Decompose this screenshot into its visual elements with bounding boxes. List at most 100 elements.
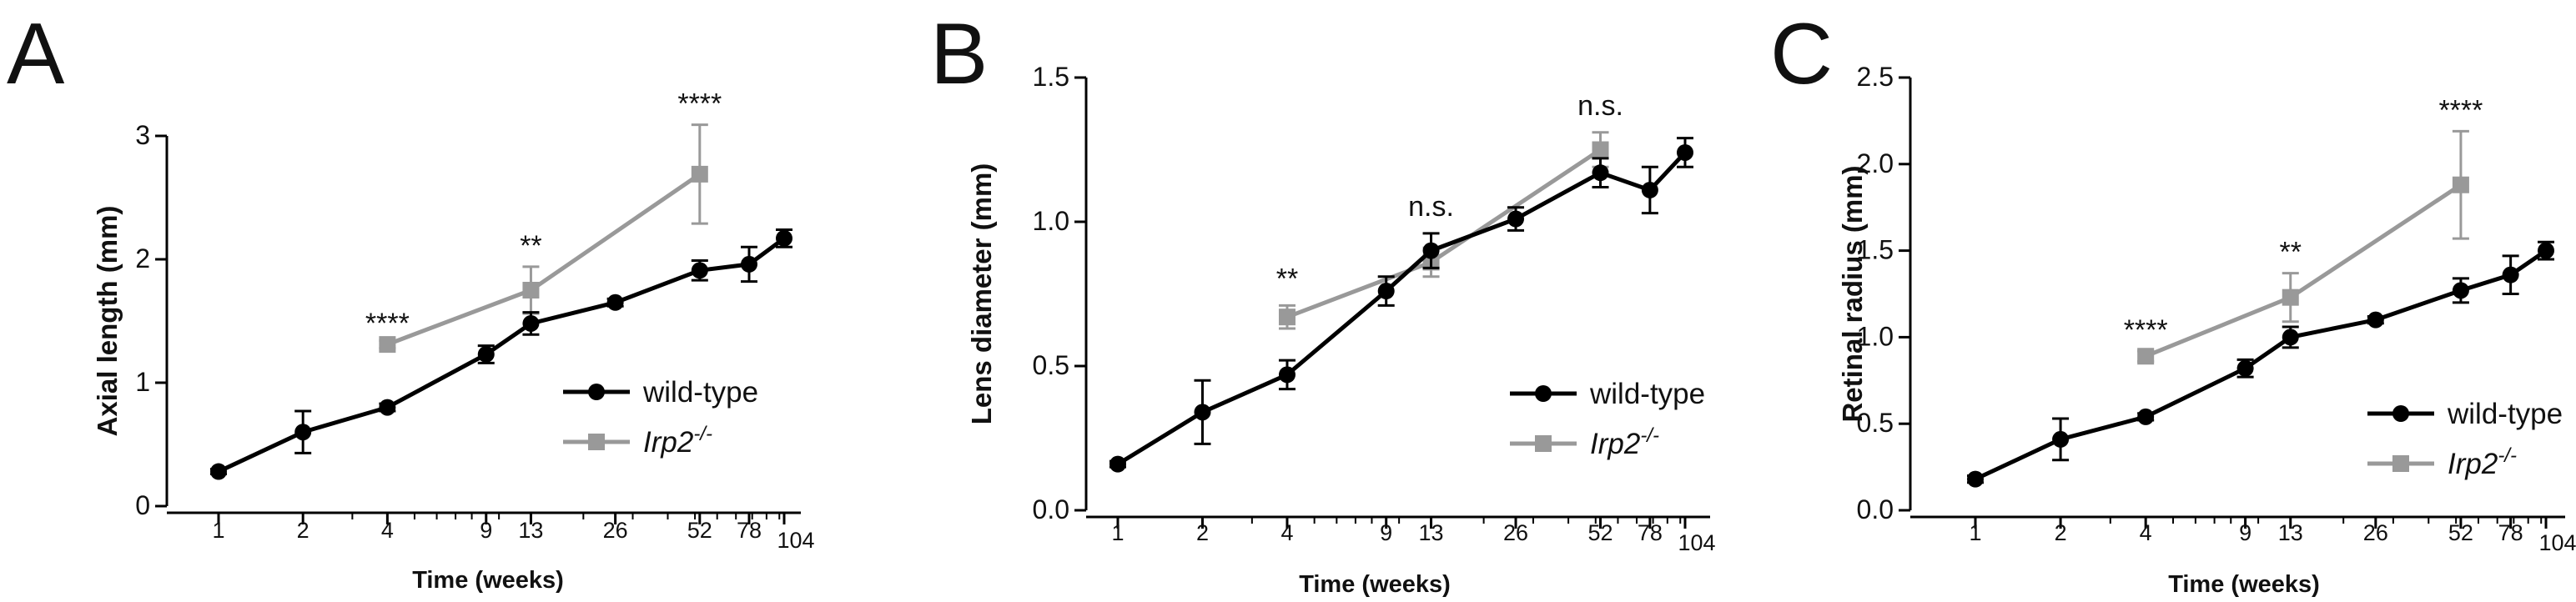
y-axis-title: Retinal radius (mm)	[1837, 165, 1868, 422]
data-point	[1194, 404, 1211, 421]
y-tick-label: 1.0	[1033, 206, 1069, 236]
x-tick-label: 9	[480, 518, 492, 543]
y-tick-label: 0.5	[1033, 350, 1069, 380]
legend-label-irp2: Irp2-/-	[1590, 424, 1659, 460]
y-tick-label: 1.0	[1857, 321, 1894, 351]
data-point	[1278, 366, 1296, 384]
legend-label-irp2-name: Irp2	[2448, 448, 2498, 480]
x-tick-label: 104	[1678, 530, 1715, 555]
data-point	[2452, 282, 2469, 299]
significance-label: ****	[365, 308, 410, 339]
series-wild-type	[210, 228, 792, 480]
x-tick-label: 78	[737, 518, 762, 543]
y-tick-label: 2.0	[1857, 148, 1894, 178]
x-axis-title: Time (weeks)	[412, 567, 564, 594]
x-tick-label: 13	[2278, 520, 2303, 545]
significance-label: n.s.	[1408, 191, 1454, 223]
x-tick-label: 1	[1111, 520, 1124, 545]
x-tick-label: 26	[603, 518, 628, 543]
x-tick-label: 52	[687, 518, 712, 543]
data-point	[477, 345, 495, 363]
data-point	[1278, 309, 1296, 326]
legend-label-wild-type: wild-type	[2447, 398, 2563, 430]
series-wild-type	[1967, 240, 2554, 488]
y-tick-label: 2.5	[1857, 62, 1894, 92]
y-tick-label: 2	[135, 243, 150, 273]
series-irp2	[2137, 129, 2469, 365]
data-point	[1967, 470, 1984, 488]
significance-label: ****	[677, 88, 722, 120]
x-tick-label: 26	[2363, 520, 2388, 545]
x-tick-label: 13	[1419, 520, 1444, 545]
panel-letter: A	[7, 6, 65, 103]
significance-label: ****	[2438, 94, 2483, 126]
data-point	[1377, 283, 1395, 300]
x-tick-label: 2	[297, 518, 309, 543]
legend-marker-irp2	[2392, 455, 2409, 472]
data-point	[1422, 242, 1440, 259]
y-axis-title: Axial length (mm)	[92, 206, 123, 437]
x-tick-label: 26	[1503, 520, 1528, 545]
x-tick-label: 78	[2498, 520, 2523, 545]
x-axis-title: Time (weeks)	[2168, 571, 2320, 598]
data-point	[1592, 164, 1609, 182]
x-tick-label: 52	[2448, 520, 2473, 545]
data-point	[2137, 408, 2155, 425]
data-point	[210, 463, 227, 480]
data-point	[522, 282, 540, 298]
data-point	[1592, 141, 1609, 158]
data-point	[294, 424, 312, 441]
significance-label: n.s.	[1577, 90, 1623, 122]
panel-letter: B	[930, 6, 988, 103]
panel-letter: C	[1770, 6, 1833, 103]
legend-label-irp2-name: Irp2	[643, 426, 693, 459]
x-tick-label: 13	[518, 518, 543, 543]
data-point	[606, 293, 624, 311]
data-point	[2236, 359, 2254, 377]
legend-marker-irp2	[588, 434, 605, 450]
x-tick-label: 2	[1196, 520, 1209, 545]
data-point	[2052, 430, 2070, 448]
legend: wild-type Irp2-/-	[563, 376, 758, 459]
legend-marker-wild-type	[2392, 405, 2409, 422]
data-point	[2502, 266, 2519, 283]
x-tick-label: 4	[1280, 520, 1293, 545]
legend: wild-type Irp2-/-	[2367, 398, 2563, 480]
data-point	[2538, 242, 2554, 259]
y-tick-label: 1	[135, 367, 150, 397]
x-tick-label: 2	[2055, 520, 2067, 545]
series-line	[2145, 183, 2463, 359]
data-point	[379, 336, 396, 354]
data-point	[691, 262, 708, 279]
data-point	[1641, 181, 1658, 198]
legend-marker-wild-type	[1535, 385, 1552, 402]
legend: wild-type Irp2-/-	[1510, 378, 1705, 460]
x-tick-label: 9	[1380, 520, 1392, 545]
data-point	[691, 165, 708, 183]
data-point	[2367, 311, 2384, 329]
data-point	[1109, 455, 1126, 473]
legend-label-irp2-superscript: -/-	[1640, 424, 1659, 447]
series-line	[1286, 148, 1602, 319]
data-point	[379, 399, 396, 416]
x-axis-title: Time (weeks)	[1299, 571, 1451, 598]
data-point	[2137, 348, 2155, 365]
data-point	[2282, 288, 2299, 306]
significance-label: ****	[2124, 314, 2168, 346]
data-point	[1677, 143, 1693, 161]
significance-label: **	[1276, 263, 1298, 294]
legend-label-irp2: Irp2-/-	[2448, 444, 2517, 480]
data-point	[1507, 210, 1525, 228]
data-point	[776, 229, 792, 247]
data-point	[2452, 176, 2469, 193]
y-tick-label: 0.5	[1857, 408, 1894, 438]
data-point	[2282, 329, 2299, 346]
legend-label-irp2-superscript: -/-	[2498, 444, 2517, 467]
y-tick-label: 0.0	[1857, 494, 1894, 524]
x-tick-label: 52	[1587, 520, 1613, 545]
series-irp2	[1278, 131, 1609, 330]
x-tick-label: 78	[1638, 520, 1663, 545]
legend-label-irp2-name: Irp2	[1590, 428, 1640, 460]
legend-marker-wild-type	[588, 384, 605, 400]
